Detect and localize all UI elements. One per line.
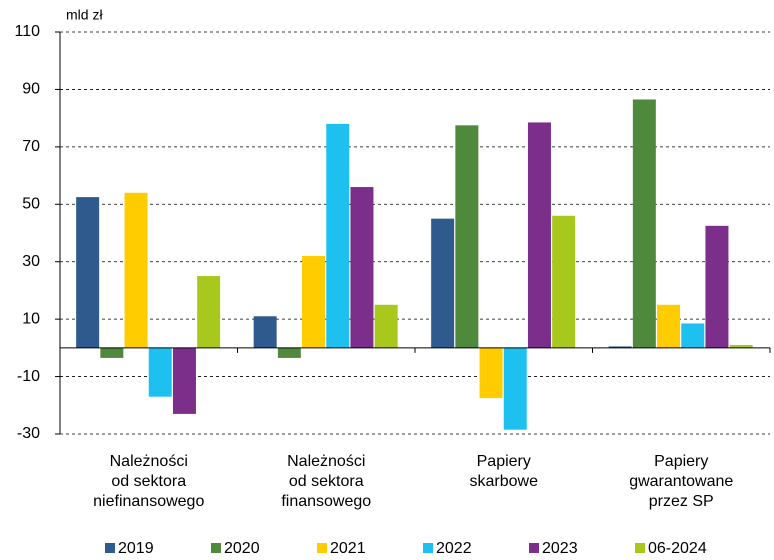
- bar: [608, 346, 632, 348]
- y-tick-label: 30: [22, 253, 40, 270]
- x-tick-label: od sektora: [289, 473, 364, 490]
- bar: [632, 99, 656, 348]
- legend-swatch: [211, 543, 221, 553]
- bar: [253, 316, 277, 348]
- legend-swatch: [529, 543, 539, 553]
- bar: [277, 347, 301, 358]
- x-tick-label: Papiery: [477, 453, 531, 470]
- x-tick-label: gwarantowane: [629, 473, 733, 490]
- y-tick-label: 10: [22, 310, 40, 327]
- y-unit: mld zł: [66, 7, 103, 23]
- legend-swatch: [635, 543, 645, 553]
- bar: [431, 218, 455, 348]
- bar: [527, 122, 551, 348]
- legend-label: 2022: [436, 540, 472, 557]
- x-tick-label: niefinansowego: [93, 493, 204, 510]
- x-tick-label: od sektora: [111, 473, 186, 490]
- y-tick-label: 110: [14, 23, 40, 40]
- bar: [124, 192, 148, 348]
- legend-label: 2023: [542, 540, 578, 557]
- bar: [455, 125, 479, 348]
- bar: [197, 276, 221, 348]
- legend-label: 2021: [330, 540, 366, 557]
- bar: [705, 225, 729, 348]
- bar: [503, 347, 527, 430]
- bar: [326, 123, 350, 348]
- bar: [657, 304, 681, 348]
- bar: [148, 347, 172, 397]
- x-tick-label: Należności: [287, 453, 365, 470]
- x-tick-label: przez SP: [649, 493, 714, 510]
- y-tick-label: 50: [22, 196, 40, 213]
- legend-swatch: [317, 543, 327, 553]
- bar: [479, 347, 503, 399]
- bar: [100, 347, 124, 358]
- y-tick-label: -30: [17, 425, 40, 442]
- legend-label: 2019: [118, 540, 154, 557]
- legend-swatch: [423, 543, 433, 553]
- y-tick-label: 90: [22, 81, 40, 98]
- x-tick-label: skarbowe: [470, 473, 539, 490]
- bar: [552, 215, 576, 348]
- legend-label: 06-2024: [648, 540, 707, 557]
- bar: [302, 255, 326, 348]
- x-tick-label: Papiery: [654, 453, 708, 470]
- bar: [729, 344, 753, 348]
- y-tick-label: 70: [22, 138, 40, 155]
- bar: [350, 187, 374, 348]
- legend-swatch: [105, 543, 115, 553]
- x-tick-label: Należności: [110, 453, 188, 470]
- bar: [681, 323, 705, 348]
- legend-label: 2020: [224, 540, 260, 557]
- bar: [374, 304, 398, 348]
- bar: [172, 347, 196, 414]
- x-tick-label: finansowego: [281, 493, 371, 510]
- y-tick-label: -10: [17, 368, 40, 385]
- bar: [76, 197, 100, 348]
